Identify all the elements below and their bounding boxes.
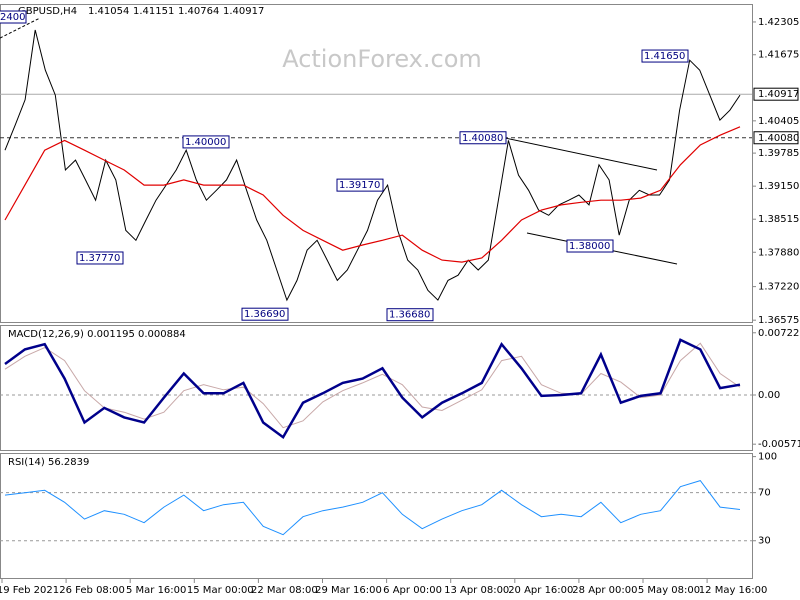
annotation-label: 1.37770 [79,253,120,264]
x-tick-label: 6 Apr 00:00 [383,585,442,596]
annotation-label: 1.38000 [569,241,610,252]
trend-line [0,17,41,39]
ohlc-value: 1.41151 [133,6,174,17]
y-tick-label: 1.37880 [758,247,799,258]
annotation-label: 1.40080 [462,133,503,144]
x-tick-label: 22 Mar 08:00 [251,585,318,596]
annotation-box [459,131,507,145]
moving-average [4,126,741,263]
annotation-box [0,10,27,24]
y-tick-label: 30 [758,536,771,547]
ohlc-value: 1.41054 [88,6,129,17]
x-tick-label: 19 Feb 2021 [0,585,59,596]
macd-signal [4,342,741,429]
x-tick-label: 26 Feb 08:00 [59,585,125,596]
annotation-label: 1.39170 [339,180,380,191]
x-tick-label: 13 Apr 08:00 [444,585,509,596]
annotation-label: 2400 [0,12,25,23]
y-tick-label: 1.42305 [758,17,799,28]
annotation-label: 1.41650 [644,51,685,62]
y-tick-label: 1.37220 [758,282,799,293]
x-tick-label: 15 Mar 00:00 [187,585,254,596]
y-tick-label: 1.39150 [758,181,799,192]
y-tick-label: 0.007227 [758,328,800,339]
annotation-box [241,307,289,321]
ohlc-value: 1.40917 [223,6,264,17]
annotation-label: 1.40000 [185,137,226,148]
annotation-label: 1.36680 [389,310,430,321]
watermark: ActionForex.com [282,45,482,73]
macd-panel [0,325,753,451]
y-tick-label: 1.41675 [758,50,799,61]
y-tick-label: -0.005714 [758,439,800,450]
annotation-box [182,135,230,149]
x-tick-label: 28 Apr 00:00 [572,585,637,596]
annotation-box [641,49,689,63]
x-tick-label: 29 Mar 16:00 [315,585,382,596]
rsi-title: RSI(14) 56.2839 [8,457,89,468]
y-tick-label: 1.39785 [758,148,799,159]
price-panel [0,4,753,323]
macd-title: MACD(12,26,9) 0.001195 0.000884 [8,329,186,340]
price-label: 1.40917 [758,89,799,100]
x-tick-label: 5 May 08:00 [638,585,700,596]
macd-main [4,338,741,440]
x-tick-label: 5 Mar 16:00 [126,585,186,596]
y-tick-label: 0.00 [758,390,780,401]
y-tick-label: 1.36575 [758,315,799,326]
trend-line [504,137,658,171]
ohlc-value: 1.40764 [178,6,219,17]
level-box [753,131,799,145]
level-label: 1.40080 [758,133,799,144]
annotation-box [566,239,614,253]
x-tick-label: 12 May 16:00 [699,585,768,596]
annotation-box [336,178,384,192]
y-tick-label: 70 [758,488,771,499]
annotation-box [76,251,124,265]
price-box [753,87,799,101]
y-tick-label: 1.40405 [758,116,799,127]
x-tick-label: 20 Apr 16:00 [508,585,573,596]
y-tick-label: 1.38515 [758,214,799,225]
rsi-line [4,480,741,536]
annotation-label: 1.36690 [244,309,285,320]
y-tick-label: 100 [758,452,777,463]
symbol: GBPUSD,H4 [18,6,77,17]
price-line [4,29,741,302]
annotation-box [386,308,434,322]
rsi-panel [0,453,753,579]
